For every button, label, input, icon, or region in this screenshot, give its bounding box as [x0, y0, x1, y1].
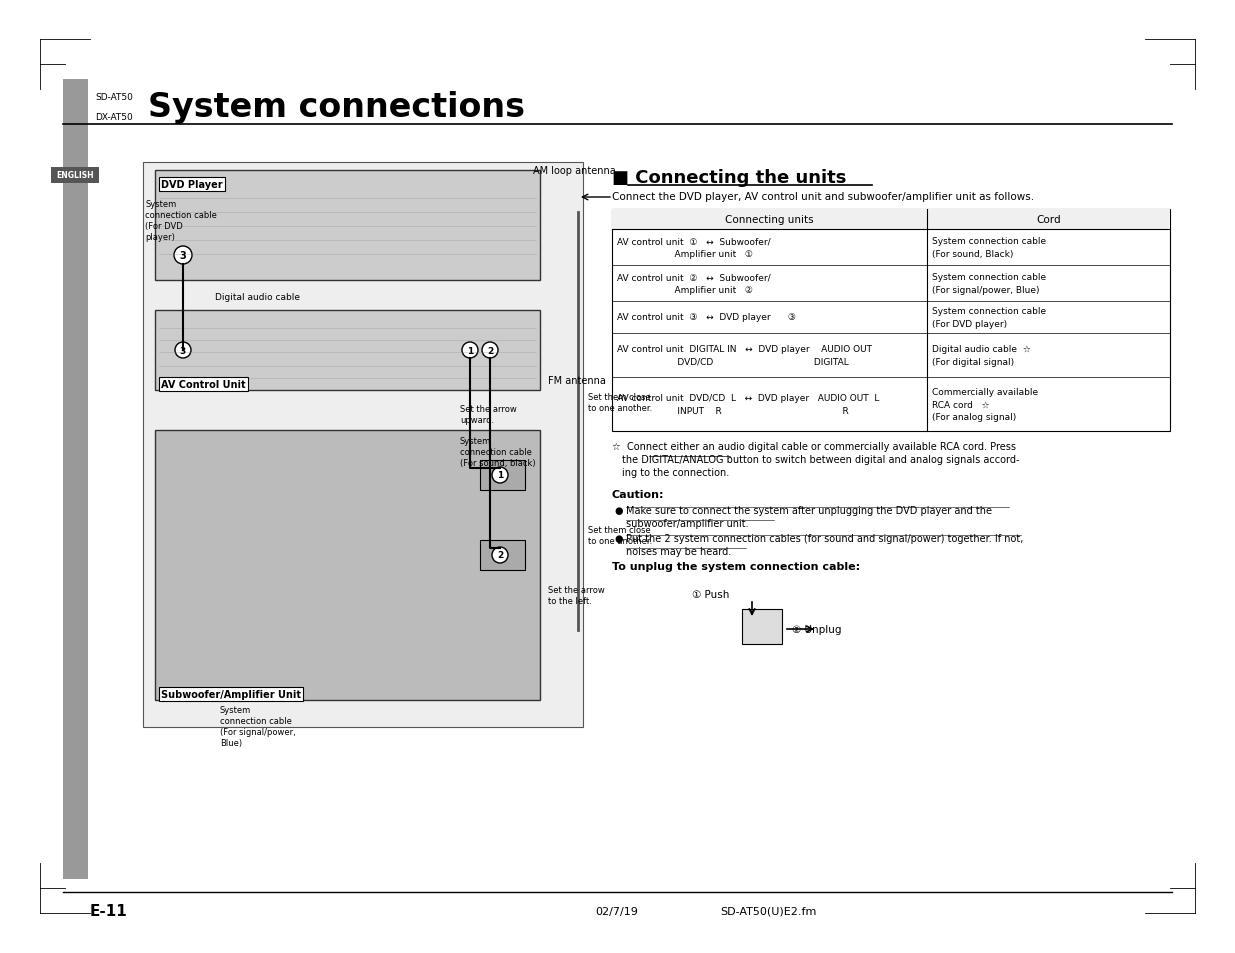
Text: the DIGITAL/ANALOG button to switch between digital and analog signals accord-: the DIGITAL/ANALOG button to switch betw…: [622, 455, 1020, 464]
Text: System connection cable
(For sound, Black): System connection cable (For sound, Blac…: [932, 237, 1046, 258]
Text: System connection cable
(For DVD player): System connection cable (For DVD player): [932, 307, 1046, 329]
Circle shape: [492, 547, 508, 563]
Bar: [480, 540, 525, 571]
Text: FM antenna: FM antenna: [548, 375, 606, 386]
Text: 02/7/19: 02/7/19: [595, 906, 638, 916]
Text: AV control unit  ①   ↔  Subwoofer/
                    Amplifier unit   ①: AV control unit ① ↔ Subwoofer/ Amplifier…: [618, 237, 771, 258]
Text: 3: 3: [179, 251, 186, 261]
Text: Set them close
to one another.: Set them close to one another.: [588, 525, 652, 545]
Text: To unplug the system connection cable:: To unplug the system connection cable:: [613, 561, 860, 572]
Text: System connection cable
(For signal/power, Blue): System connection cable (For signal/powe…: [932, 273, 1046, 294]
Text: E-11: E-11: [90, 903, 127, 919]
Bar: [51, 168, 99, 184]
Text: Set the arrow
to the left.: Set the arrow to the left.: [548, 585, 605, 605]
Bar: [613, 210, 1170, 432]
Text: 3: 3: [180, 346, 186, 355]
Text: Digital audio cable  ☆
(For digital signal): Digital audio cable ☆ (For digital signa…: [932, 345, 1031, 366]
Text: Caution:: Caution:: [613, 490, 664, 499]
Text: ☆  Connect either an audio digital cable or commercially available RCA cord. Pre: ☆ Connect either an audio digital cable …: [613, 441, 1016, 452]
Text: ●: ●: [614, 534, 622, 543]
Text: Make sure to connect the system after unplugging the DVD player and the: Make sure to connect the system after un…: [626, 505, 992, 516]
Bar: [143, 163, 583, 727]
Text: Set the arrow
upward.: Set the arrow upward.: [459, 405, 516, 425]
Text: ① Push: ① Push: [692, 589, 730, 599]
Text: AV control unit  DVD/CD  L   ↔  DVD player   AUDIO OUT  L
                     I: AV control unit DVD/CD L ↔ DVD player AU…: [618, 394, 879, 416]
Text: 2: 2: [487, 346, 493, 355]
Text: Put the 2 system connection cables (for sound and signal/power) together. If not: Put the 2 system connection cables (for …: [626, 534, 1024, 543]
Bar: [63, 80, 88, 879]
Text: Set them close
to one another.: Set them close to one another.: [588, 393, 652, 413]
Text: noises may be heard.: noises may be heard.: [626, 546, 731, 557]
Text: AM loop antenna: AM loop antenna: [534, 166, 616, 175]
Bar: [156, 171, 540, 281]
Text: SD-AT50(U)E2.fm: SD-AT50(U)E2.fm: [720, 906, 816, 916]
Text: ② Unplug: ② Unplug: [792, 624, 841, 635]
Text: System connections: System connections: [148, 91, 525, 125]
Text: AV control unit  ②   ↔  Subwoofer/
                    Amplifier unit   ②: AV control unit ② ↔ Subwoofer/ Amplifier…: [618, 273, 771, 294]
Text: SD-AT50: SD-AT50: [95, 92, 133, 101]
Bar: [156, 311, 540, 391]
Text: DX-AT50: DX-AT50: [95, 113, 132, 122]
Text: ●: ●: [614, 505, 622, 516]
Bar: [613, 210, 1170, 230]
Text: ENGLISH: ENGLISH: [56, 172, 94, 180]
Text: DVD Player: DVD Player: [161, 180, 222, 190]
Text: AV control unit  DIGITAL IN   ↔  DVD player    AUDIO OUT
                     DV: AV control unit DIGITAL IN ↔ DVD player …: [618, 345, 872, 366]
Circle shape: [482, 343, 498, 358]
Bar: [742, 609, 782, 644]
Text: Connect the DVD player, AV control unit and subwoofer/amplifier unit as follows.: Connect the DVD player, AV control unit …: [613, 192, 1034, 202]
Text: 1: 1: [496, 471, 503, 480]
Text: System
connection cable
(For signal/power,
Blue): System connection cable (For signal/powe…: [220, 705, 295, 747]
Text: Digital audio cable: Digital audio cable: [215, 293, 300, 301]
Bar: [156, 431, 540, 700]
Circle shape: [492, 468, 508, 483]
Circle shape: [462, 343, 478, 358]
Text: Commercially available
RCA cord   ☆
(For analog signal): Commercially available RCA cord ☆ (For a…: [932, 388, 1039, 421]
Bar: [480, 460, 525, 491]
Text: System
connection cable
(For sound, black): System connection cable (For sound, blac…: [459, 436, 536, 468]
Text: System
connection cable
(For DVD
player): System connection cable (For DVD player): [144, 199, 217, 242]
Text: ■ Connecting the units: ■ Connecting the units: [613, 169, 846, 187]
Text: Subwoofer/Amplifier Unit: Subwoofer/Amplifier Unit: [161, 689, 301, 700]
Circle shape: [174, 247, 191, 265]
Text: subwoofer/amplifier unit.: subwoofer/amplifier unit.: [626, 518, 748, 529]
Circle shape: [175, 343, 191, 358]
Text: Cord: Cord: [1036, 214, 1061, 225]
Text: ing to the connection.: ing to the connection.: [622, 468, 729, 477]
Text: AV Control Unit: AV Control Unit: [161, 379, 246, 390]
Text: AV control unit  ③   ↔  DVD player      ③: AV control unit ③ ↔ DVD player ③: [618, 314, 797, 322]
Text: 1: 1: [467, 346, 473, 355]
Text: Connecting units: Connecting units: [725, 214, 814, 225]
Text: 2: 2: [496, 551, 503, 560]
